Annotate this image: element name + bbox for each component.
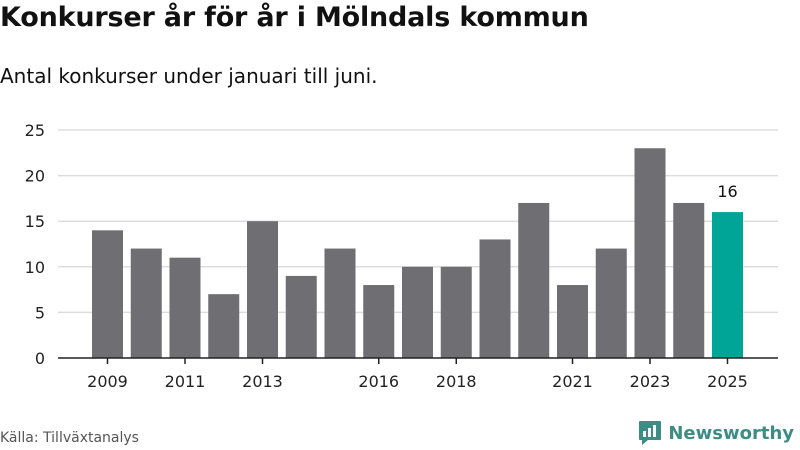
bar-2024 [673,202,705,358]
bar-2025 [712,212,743,358]
x-tick-label: 2018 [436,372,477,391]
data-label: 16 [717,182,737,201]
chart-subtitle: Antal konkurser under januari till juni. [0,64,378,88]
source-note: Källa: Tillväxtanalys [0,430,139,446]
y-tick-label: 15 [25,212,45,231]
bar-2020 [518,202,550,358]
x-tick-label: 2016 [358,372,399,391]
x-tick-label: 2013 [242,372,283,391]
y-tick-label: 0 [35,349,45,368]
bar-2010 [130,248,162,358]
bar-2019 [479,239,511,358]
bar-2009 [92,230,123,358]
bar-2015 [324,248,356,358]
y-tick-label: 25 [25,121,45,140]
brand-name: Newsworthy [668,422,794,444]
bar-2011 [169,257,201,358]
bar-2016 [363,285,395,358]
x-tick-label: 2009 [87,372,128,391]
chart-title: Konkurser år för år i Mölndals kommun [0,2,589,33]
newsworthy-logo-icon [639,421,662,445]
y-tick-label: 5 [35,303,45,322]
bar-2017 [402,266,433,358]
bar-2012 [208,294,240,358]
bar-2021 [557,285,588,358]
bar-2023 [634,148,666,358]
x-tick-label: 2025 [707,372,748,391]
y-tick-label: 20 [25,167,45,186]
x-tick-label: 2021 [552,372,593,391]
x-tick-label: 2011 [165,372,206,391]
bar-2013 [247,221,278,358]
bar-2018 [440,266,472,358]
bar-2022 [595,248,627,358]
y-tick-label: 10 [25,258,45,277]
bar-2014 [285,275,317,358]
x-tick-label: 2023 [630,372,671,391]
newsworthy-logo: Newsworthy [638,420,794,446]
